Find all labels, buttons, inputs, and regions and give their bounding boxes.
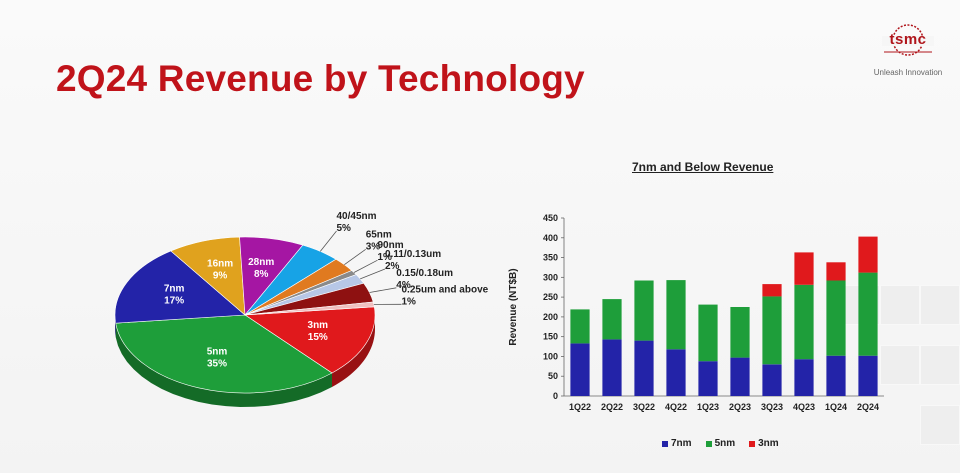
bar-5nm-3q23 <box>762 296 782 365</box>
legend-label-3nm: 3nm <box>758 438 779 449</box>
pie-slice-3nm <box>244 306 376 374</box>
pie-value-16nm: 9% <box>213 271 228 282</box>
x-tick-label-4q23: 4Q23 <box>793 402 815 412</box>
pie-leader-90nm <box>353 259 378 273</box>
x-tick-label-2q24: 2Q24 <box>857 402 879 412</box>
legend-item-5nm: 5nm <box>705 438 736 449</box>
y-tick-label: 250 <box>543 292 558 302</box>
bar-5nm-4q23 <box>794 284 814 360</box>
pie-label-5nm: 5nm <box>207 347 228 358</box>
pie-leader-40-45nm <box>319 230 337 252</box>
pie-label-7nm: 7nm <box>164 284 185 295</box>
y-tick-label: 0 <box>553 391 558 401</box>
bar-7nm-4q22 <box>666 349 686 396</box>
legend-item-3nm: 3nm <box>749 438 779 449</box>
y-tick-label: 350 <box>543 253 558 263</box>
logo-tagline: Unleash Innovation <box>873 68 943 77</box>
logo-mark: tsmc <box>880 22 936 58</box>
legend-item-7nm: 7nm <box>662 438 692 449</box>
pie-leader-65nm <box>344 248 366 266</box>
bar-3nm-4q23 <box>794 252 814 285</box>
y-tick-label: 450 <box>543 213 558 223</box>
bar-7nm-1q24 <box>826 355 846 396</box>
bar-5nm-3q22 <box>634 280 654 341</box>
y-tick-label: 100 <box>543 351 558 361</box>
technology-pie-chart: 3nm 15% 5nm 35% 7nm 17% 16nm 9% 28nm 8% 40/45nm 5% 6… <box>100 185 489 415</box>
pie-slice-7nm <box>114 250 246 324</box>
pie-label-0-11-0-13um: 0.11/0.13um <box>385 249 441 260</box>
y-tick-label: 300 <box>543 272 558 282</box>
x-tick-label-2q22: 2Q22 <box>601 402 623 412</box>
bar-5nm-1q24 <box>826 280 846 356</box>
pie-value-28nm: 8% <box>254 269 269 280</box>
legend-label-5nm: 5nm <box>714 438 736 449</box>
bar-5nm-2q22 <box>602 299 622 340</box>
bar-3nm-2q24 <box>858 236 878 273</box>
bar-7nm-2q24 <box>858 355 878 396</box>
bar-5nm-1q23 <box>698 304 718 362</box>
y-tick-label: 400 <box>543 233 558 243</box>
x-tick-label-1q23: 1Q23 <box>697 402 719 412</box>
pie-label-40-45nm: 40/45nm <box>337 211 377 222</box>
x-tick-label-3q22: 3Q22 <box>633 402 655 412</box>
bar-3nm-1q24 <box>826 262 846 281</box>
bar-5nm-1q22 <box>570 309 590 344</box>
bar-7nm-2q22 <box>602 339 622 396</box>
pie-slice-5nm <box>115 314 333 394</box>
bar-7nm-2q23 <box>730 357 750 396</box>
pie-slice-0-25um-and-above <box>244 301 375 316</box>
pie-value-90nm: 1% <box>378 252 393 263</box>
bar-7nm-4q23 <box>794 359 814 396</box>
pie-value-3nm: 15% <box>308 332 328 343</box>
pie-label-65nm: 65nm <box>366 229 392 240</box>
pie-leader-0-11-0-13um <box>360 268 386 280</box>
bar-7nm-1q22 <box>570 343 590 396</box>
revenue-bar-chart: Revenue (NT$B) 0 50 100 150 200 250 300 350 400 45… <box>500 200 900 460</box>
bar-chart-title: 7nm and Below Revenue <box>632 160 774 174</box>
bar-chart-legend: 7nm 5nm 3nm <box>662 438 779 449</box>
pie-label-0-15-0-18um: 0.15/0.18um <box>396 268 453 279</box>
legend-swatch-5nm <box>705 440 712 447</box>
bar-5nm-2q23 <box>730 307 750 358</box>
y-axis-label: Revenue (NT$B) <box>508 268 519 345</box>
y-tick-label: 200 <box>543 312 558 322</box>
pie-value-5nm: 35% <box>207 359 227 370</box>
logo-wordmark: tsmc <box>889 31 927 48</box>
x-tick-label-2q23: 2Q23 <box>729 402 751 412</box>
bar-7nm-3q22 <box>634 340 654 396</box>
bar-7nm-3q23 <box>762 364 782 396</box>
pie-label-90nm: 90nm <box>378 240 404 251</box>
pie-value-0-15-0-18um: 4% <box>396 280 411 291</box>
bar-5nm-4q22 <box>666 280 686 350</box>
pie-label-0-25um-and-above: 0.25um and above <box>402 284 489 295</box>
pie-value-7nm: 17% <box>164 296 184 307</box>
pie-label-28nm: 28nm <box>248 257 274 268</box>
y-tick-label: 50 <box>548 371 558 381</box>
bar-5nm-2q24 <box>858 272 878 356</box>
y-tick-label: 150 <box>543 332 558 342</box>
slide-title: 2Q24 Revenue by Technology <box>56 58 585 99</box>
bar-chart-svg: Revenue (NT$B) 0 50 100 150 200 250 300 350 400 45… <box>508 213 884 412</box>
pie-leader-0-15-0-18um <box>369 287 397 293</box>
pie-side-5nm <box>115 323 332 407</box>
pie-value-0-25um-and-above: 1% <box>402 296 417 307</box>
pie-value-65nm: 3% <box>366 241 381 252</box>
pie-side-3nm <box>331 315 375 387</box>
legend-label-7nm: 7nm <box>671 438 692 449</box>
legend-swatch-3nm <box>749 440 756 447</box>
company-logo: tsmc Unleash Innovation <box>866 22 950 84</box>
x-tick-label-4q22: 4Q22 <box>665 402 687 412</box>
pie-label-3nm: 3nm <box>308 320 329 331</box>
pie-label-16nm: 16nm <box>207 259 233 270</box>
x-tick-label-1q24: 1Q24 <box>825 402 847 412</box>
pie-value-0-11-0-13um: 2% <box>385 261 400 272</box>
bar-7nm-1q23 <box>698 361 718 396</box>
x-tick-label-3q23: 3Q23 <box>761 402 783 412</box>
pie-value-40-45nm: 5% <box>337 223 352 234</box>
legend-swatch-7nm <box>662 440 668 447</box>
x-tick-label-1q22: 1Q22 <box>569 402 591 412</box>
bar-3nm-3q23 <box>762 284 782 297</box>
